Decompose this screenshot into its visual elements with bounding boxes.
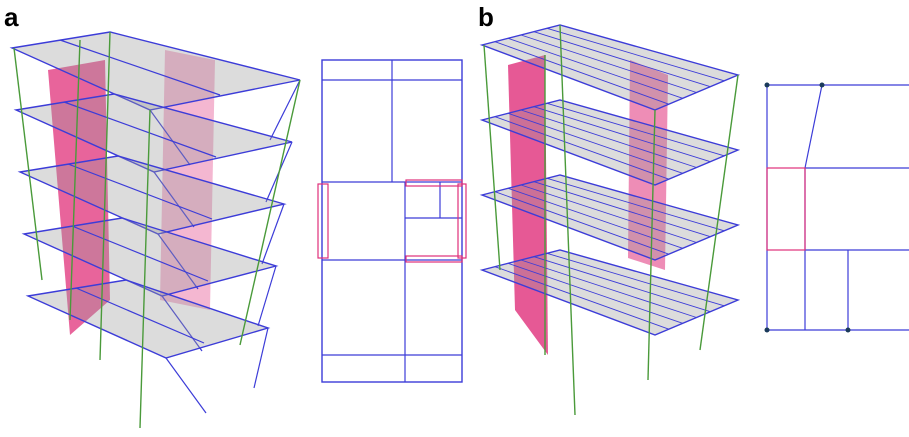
plan-a	[318, 60, 466, 382]
node	[820, 83, 825, 88]
plan-wall	[406, 180, 462, 186]
plan-beam	[805, 85, 822, 168]
column	[14, 48, 42, 280]
model-b	[482, 25, 738, 415]
column	[484, 45, 500, 270]
panel-label: b	[478, 2, 494, 32]
brace	[270, 80, 300, 140]
panel-label: a	[4, 2, 19, 32]
brace	[166, 358, 206, 413]
node	[765, 328, 770, 333]
node	[765, 83, 770, 88]
model-a	[12, 32, 300, 428]
brace	[254, 328, 268, 388]
plan-wall	[406, 256, 462, 262]
figure: a b	[0, 0, 909, 437]
plan-wall	[767, 168, 805, 250]
plan-b	[765, 83, 909, 333]
node	[846, 328, 851, 333]
plan-wall	[318, 184, 328, 258]
brace	[258, 266, 276, 326]
